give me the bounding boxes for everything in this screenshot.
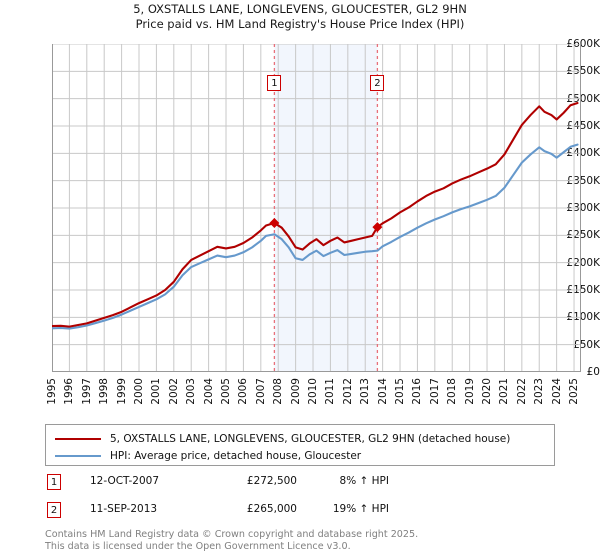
x-axis-tick-label: 2019 — [463, 378, 476, 405]
y-axis-tick-label: £600K — [566, 38, 600, 50]
transaction-index-badge: 1 — [47, 474, 61, 490]
x-axis-tick-label: 2004 — [202, 378, 215, 405]
y-axis-tick-label: £300K — [566, 202, 600, 214]
chart-title-line1: 5, OXSTALLS LANE, LONGLEVENS, GLOUCESTER… — [133, 2, 467, 16]
legend-item: HPI: Average price, detached house, Glou… — [55, 447, 361, 464]
x-axis-tick-label: 2017 — [428, 378, 441, 405]
table-row[interactable]: 1 12-OCT-2007 £272,500 8% ↑ HPI — [45, 474, 565, 496]
y-axis-tick-label: £350K — [566, 174, 600, 187]
sale-point-marker — [372, 222, 383, 233]
legend-label: HPI: Average price, detached house, Glou… — [110, 449, 362, 462]
x-axis-tick-label: 2016 — [411, 378, 424, 405]
x-axis-tick-label: 2001 — [150, 378, 163, 405]
y-axis-tick-label: £250K — [566, 229, 600, 242]
chart-title-line2: Price paid vs. HM Land Registry's House … — [135, 17, 465, 31]
sale-marker-badge: 2 — [370, 75, 385, 91]
x-axis-tick-label: 2024 — [550, 378, 563, 405]
footer-line2: This data is licensed under the Open Gov… — [45, 540, 351, 552]
legend-item: 5, OXSTALLS LANE, LONGLEVENS, GLOUCESTER… — [55, 430, 510, 447]
x-axis-tick-label: 1996 — [63, 378, 76, 405]
x-axis-tick-label: 2010 — [307, 378, 320, 405]
sale-marker-badge: 1 — [267, 75, 282, 91]
x-axis-tick-label: 2007 — [254, 378, 267, 405]
transaction-index-badge: 2 — [47, 502, 61, 518]
x-axis-tick-label: 1997 — [80, 378, 93, 405]
x-axis-tick-label: 2013 — [359, 378, 372, 405]
sale-point-marker — [269, 218, 280, 229]
y-axis-tick-label: £400K — [566, 147, 600, 160]
transaction-date: 11-SEP-2013 — [90, 503, 158, 515]
legend-color-swatch — [55, 454, 101, 457]
transaction-price: £272,500 — [246, 475, 297, 487]
x-axis-tick-label: 1995 — [46, 378, 58, 405]
series-line — [52, 101, 579, 328]
transaction-hpi-delta: 19% ↑ HPI — [332, 503, 389, 515]
y-axis-tick-label: £200K — [566, 256, 600, 269]
x-axis-tick-label: 2008 — [272, 378, 285, 405]
x-axis-tick-label: 2006 — [237, 378, 250, 405]
x-axis-labels: 1995 1996 1997 1998 1999 2000 2001 2002 2003 2004… — [0, 378, 600, 418]
legend-color-swatch — [55, 437, 101, 440]
footer-attribution: Contains HM Land Registry data © Crown c… — [45, 529, 585, 552]
transaction-hpi-delta: 8% ↑ HPI — [339, 475, 389, 487]
x-axis-tick-label: 2018 — [446, 378, 459, 405]
page-title: 5, OXSTALLS LANE, LONGLEVENS, GLOUCESTER… — [0, 2, 600, 32]
transaction-price: £265,000 — [246, 503, 297, 515]
x-axis-tick-label: 2020 — [481, 378, 494, 405]
price-chart-svg — [52, 44, 581, 372]
x-axis-tick-label: 2022 — [515, 378, 528, 405]
y-axis-tick-label: £550K — [566, 65, 600, 78]
x-axis-tick-label: 2000 — [133, 378, 145, 405]
x-axis-tick-label: 2011 — [324, 378, 337, 405]
x-axis-tick-label: 2025 — [568, 378, 581, 405]
table-row[interactable]: 2 11-SEP-2013 £265,000 19% ↑ HPI — [45, 502, 565, 524]
x-axis-tick-label: 2002 — [167, 378, 180, 405]
x-axis-tick-label: 2014 — [376, 378, 389, 405]
y-axis-tick-label: £450K — [566, 120, 600, 132]
x-axis-tick-label: 1998 — [98, 378, 111, 405]
x-axis-tick-label: 2012 — [341, 378, 354, 405]
x-axis-tick-label: 2003 — [185, 378, 198, 405]
legend-label: 5, OXSTALLS LANE, LONGLEVENS, GLOUCESTER… — [110, 432, 511, 445]
x-axis-tick-label: 2009 — [289, 378, 302, 405]
chart-plot-wrapper: £0 £50K £100K £150K £200K £250K £300K £350K £400… — [0, 38, 600, 378]
x-axis-tick-label: 2015 — [394, 378, 407, 405]
plot-area — [52, 44, 581, 372]
y-axis-tick-label: £0 — [586, 366, 600, 378]
y-axis-tick-label: £150K — [566, 284, 600, 296]
x-axis-tick-label: 2023 — [533, 378, 546, 405]
y-axis-tick-label: £50K — [573, 338, 600, 351]
footer-line1: Contains HM Land Registry data © Crown c… — [45, 529, 419, 540]
x-axis-tick-label: 2005 — [220, 378, 232, 405]
chart-legend: 5, OXSTALLS LANE, LONGLEVENS, GLOUCESTER… — [45, 424, 555, 466]
transaction-date: 12-OCT-2007 — [90, 475, 159, 487]
series-line — [52, 143, 579, 330]
y-axis-tick-label: £500K — [566, 92, 600, 105]
y-axis-tick-label: £100K — [566, 311, 600, 324]
x-axis-tick-label: 1999 — [115, 378, 128, 405]
x-axis-tick-label: 2021 — [498, 378, 511, 405]
